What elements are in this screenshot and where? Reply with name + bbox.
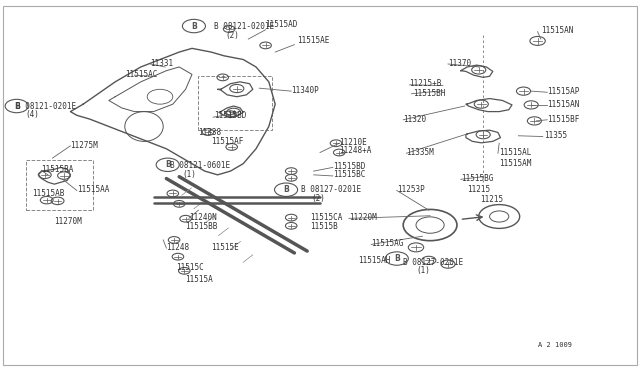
Text: (2): (2) — [312, 194, 326, 203]
Text: 11340P: 11340P — [291, 86, 319, 94]
Text: 11515BD: 11515BD — [214, 111, 247, 120]
Text: 11320: 11320 — [403, 115, 426, 124]
Text: 11210E: 11210E — [339, 138, 367, 147]
Text: 11515AL: 11515AL — [499, 148, 532, 157]
Text: 11355: 11355 — [544, 131, 567, 140]
Text: B 08121-0201E: B 08121-0201E — [214, 22, 275, 31]
Text: 11338: 11338 — [198, 128, 221, 137]
Text: B 08127-0201E: B 08127-0201E — [403, 258, 463, 267]
Text: 11248: 11248 — [166, 243, 189, 252]
Text: 11515A: 11515A — [186, 275, 213, 283]
Text: A 2 1009: A 2 1009 — [538, 342, 572, 348]
Text: 11515AE: 11515AE — [298, 36, 330, 45]
Text: 11515AM: 11515AM — [499, 159, 532, 168]
Text: 11515AN: 11515AN — [541, 26, 573, 35]
Text: B 08121-0201E: B 08121-0201E — [16, 102, 76, 110]
Text: 11515BD: 11515BD — [333, 162, 365, 171]
Text: 11515AH: 11515AH — [358, 256, 391, 265]
Text: 11215: 11215 — [467, 185, 490, 194]
Text: B: B — [191, 22, 196, 31]
Text: (4): (4) — [26, 110, 40, 119]
Text: (1): (1) — [416, 266, 430, 275]
Text: 11220M: 11220M — [349, 213, 376, 222]
Text: 11515AD: 11515AD — [266, 20, 298, 29]
Text: B 08121-0601E: B 08121-0601E — [170, 161, 230, 170]
Text: 11515BF: 11515BF — [547, 115, 580, 124]
Text: 11515BC: 11515BC — [333, 170, 365, 179]
Text: 11335M: 11335M — [406, 148, 434, 157]
Text: B 08127-0201E: B 08127-0201E — [301, 185, 361, 194]
Text: 11515BA: 11515BA — [42, 165, 74, 174]
Text: 11515E: 11515E — [211, 243, 239, 252]
Text: 11515AC: 11515AC — [125, 70, 157, 79]
Text: 11515BH: 11515BH — [413, 89, 445, 97]
Text: B: B — [165, 160, 170, 169]
Text: 11215: 11215 — [480, 195, 503, 203]
Text: 11215+B: 11215+B — [410, 79, 442, 88]
Text: 11515BB: 11515BB — [186, 222, 218, 231]
Text: 11515AF: 11515AF — [211, 137, 244, 146]
Text: 11515AA: 11515AA — [77, 185, 109, 194]
Text: 11275M: 11275M — [70, 141, 98, 150]
Text: (1): (1) — [182, 170, 196, 179]
Text: 11515B: 11515B — [310, 222, 338, 231]
Text: 11331: 11331 — [150, 59, 173, 68]
Text: B: B — [284, 185, 289, 194]
Text: (2): (2) — [225, 31, 239, 40]
Text: 11515AP: 11515AP — [547, 87, 580, 96]
Text: 11370: 11370 — [448, 59, 471, 68]
Text: B: B — [394, 254, 399, 263]
Text: 11515C: 11515C — [176, 263, 204, 272]
Text: 11248+A: 11248+A — [339, 146, 372, 155]
Text: 11515CA: 11515CA — [310, 213, 343, 222]
Text: 11515AB: 11515AB — [32, 189, 65, 198]
Text: 11253P: 11253P — [397, 185, 424, 194]
Text: 11270M: 11270M — [54, 217, 82, 226]
Text: B: B — [14, 102, 19, 110]
Text: 11515AG: 11515AG — [371, 239, 404, 248]
Text: 11515AN: 11515AN — [547, 100, 580, 109]
Text: 11240N: 11240N — [189, 213, 216, 222]
Text: 11515BG: 11515BG — [461, 174, 493, 183]
